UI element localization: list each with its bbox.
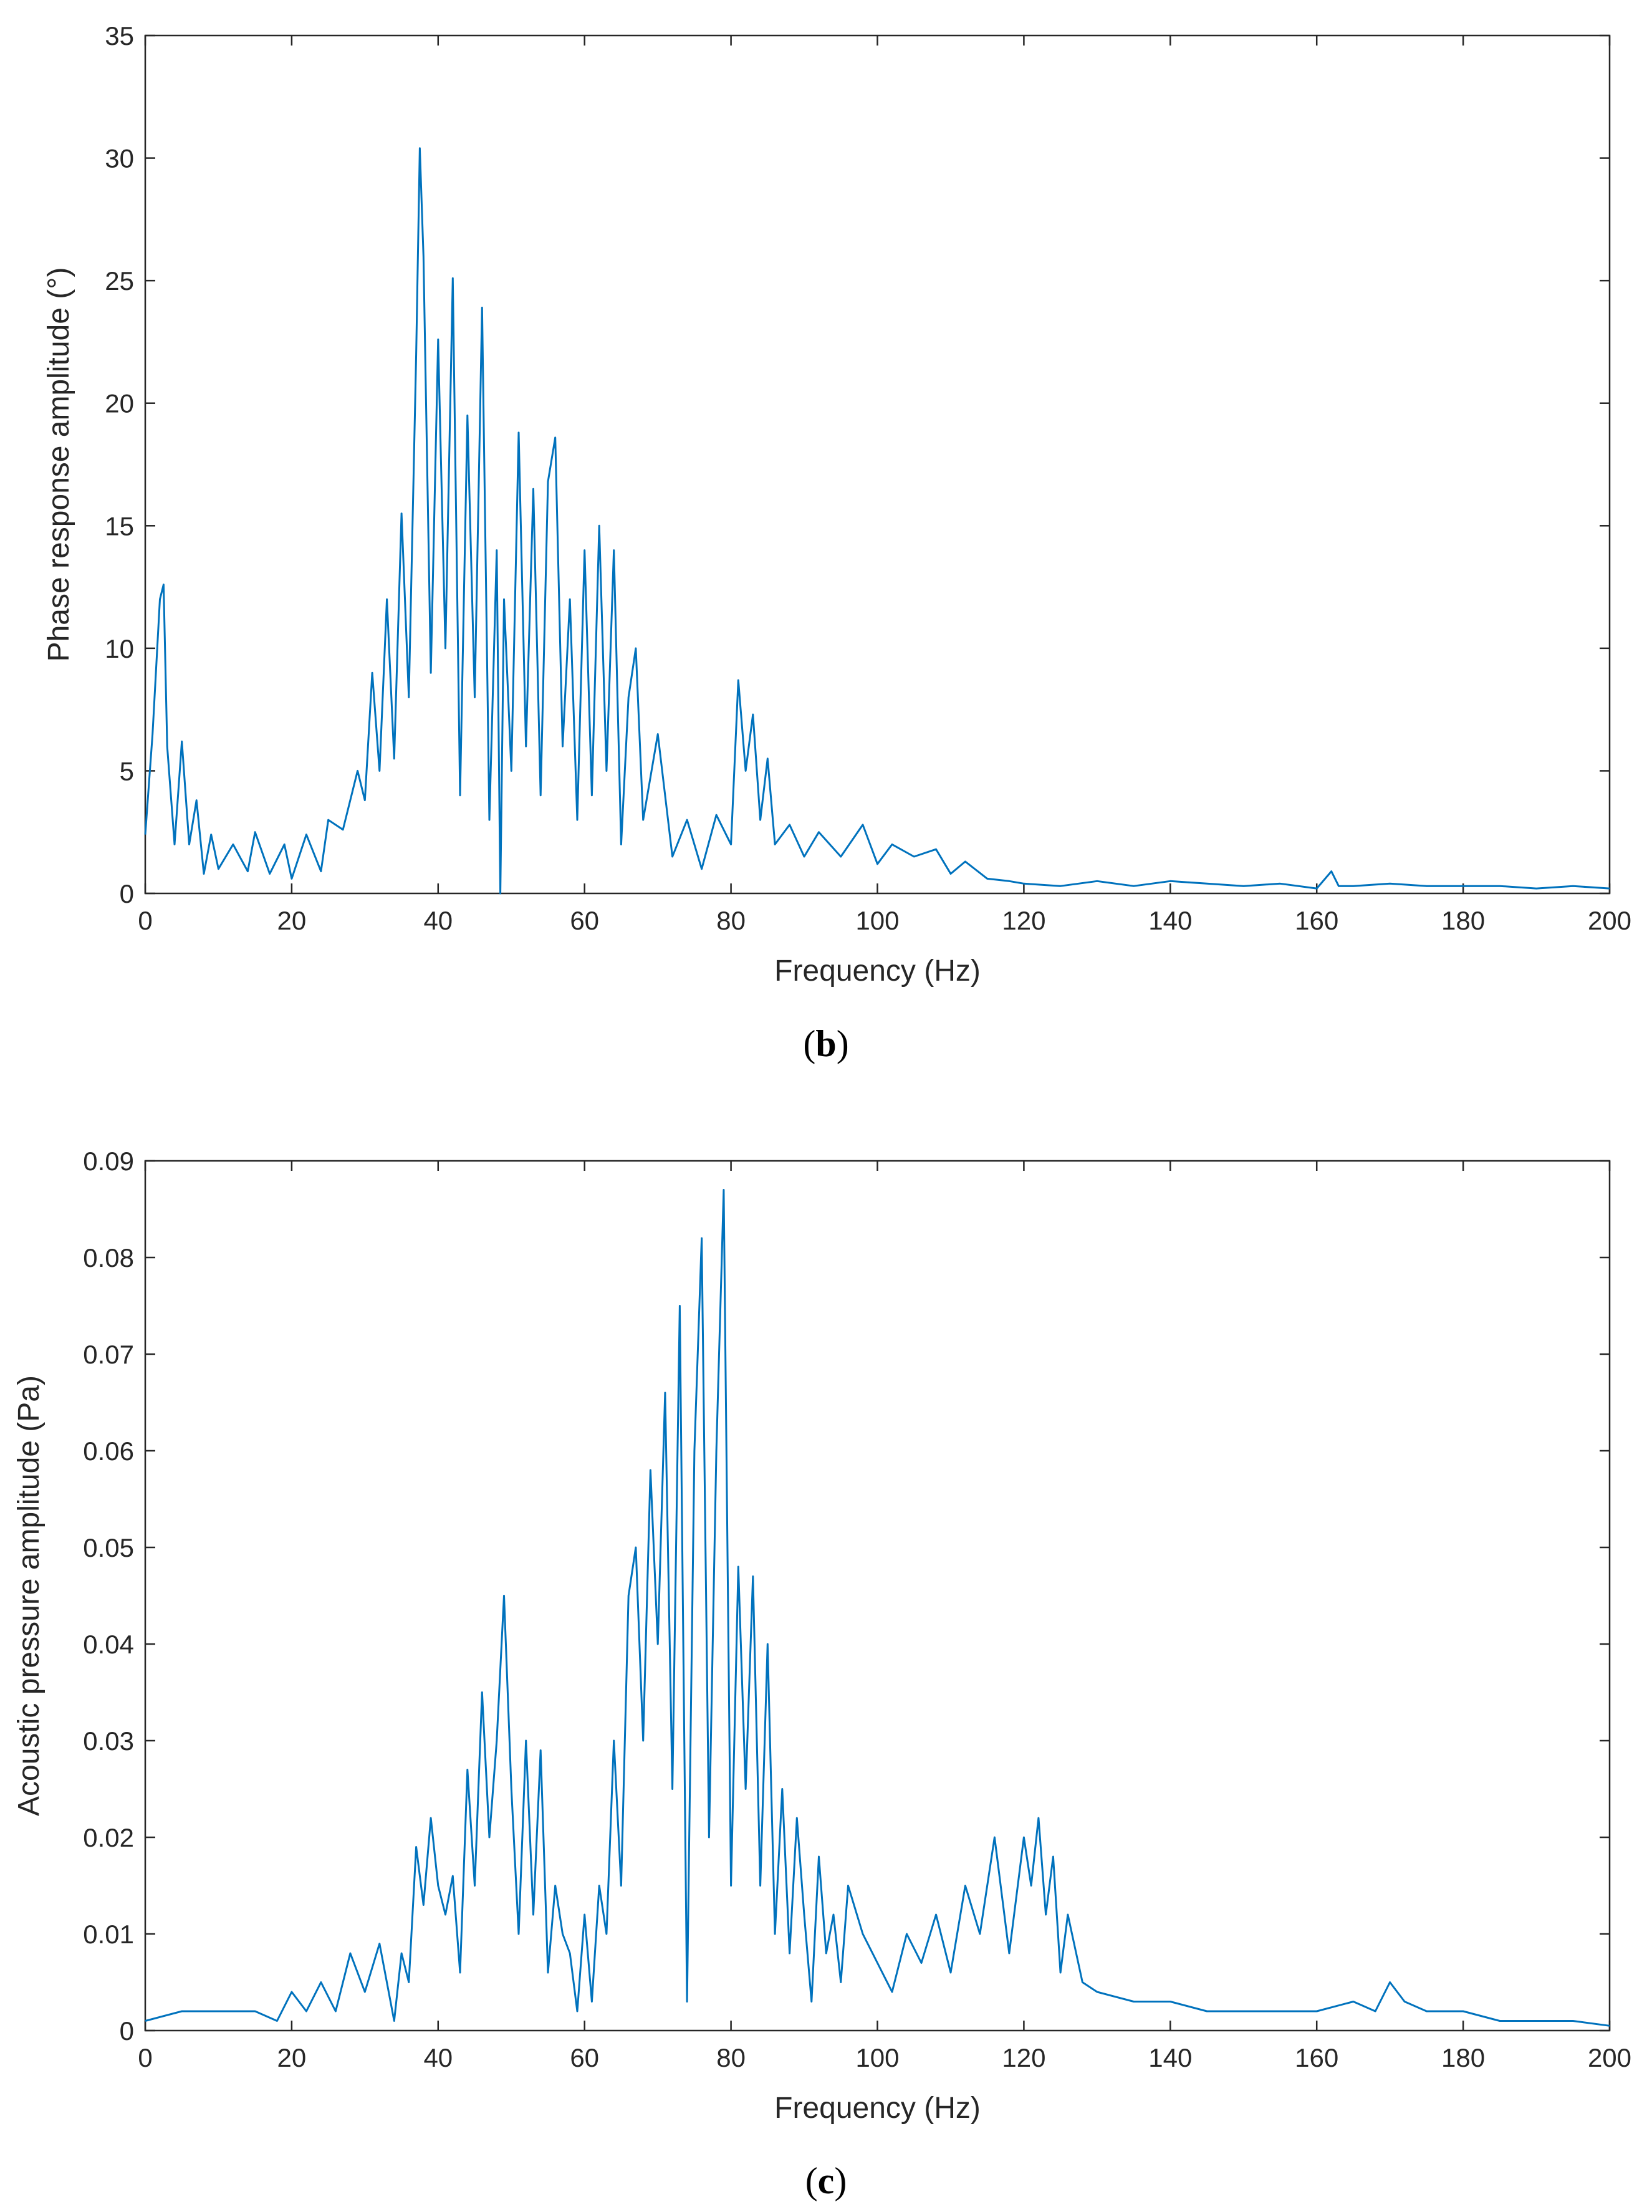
chart-b: 0 20 40 60 80 100 120 140 160 180 200 0 5 10 15 20 25 30 3…	[42, 21, 1631, 988]
series-line-pressure	[145, 1189, 1610, 2027]
x-tick-label: 120	[1002, 2043, 1045, 2072]
x-tick-label: 80	[716, 2043, 746, 2072]
y-tick-label: 35	[105, 21, 134, 50]
y-tick-label: 0.02	[83, 1823, 134, 1852]
x-tick-label: 180	[1441, 2043, 1485, 2072]
y-tick-label: 10	[105, 634, 134, 663]
x-axis-title: Frequency (Hz)	[774, 2092, 981, 2125]
x-tick-label: 40	[423, 906, 453, 935]
plot-area	[144, 34, 1611, 895]
y-tick-label: 0.06	[83, 1436, 134, 1466]
caption-c: (c)	[805, 2160, 847, 2201]
y-tick-label: 5	[120, 756, 134, 786]
x-tick-label: 160	[1295, 2043, 1338, 2072]
x-axis-title: Frequency (Hz)	[774, 955, 981, 988]
y-tick-label: 0.03	[83, 1726, 134, 1756]
x-tick-label: 140	[1148, 2043, 1192, 2072]
chart-c: 0 20 40 60 80 100 120 140 160 180 200 0 0.01 0.02 0.03…	[12, 1147, 1631, 2125]
x-tick-label: 200	[1588, 2043, 1631, 2072]
x-tick-label: 60	[570, 906, 599, 935]
x-tick-label: 140	[1148, 906, 1192, 935]
y-tick-label: 0.01	[83, 1920, 134, 1949]
y-tick-label: 0.08	[83, 1243, 134, 1272]
x-tick-label: 0	[138, 906, 152, 935]
x-tick-label: 160	[1295, 906, 1338, 935]
x-tick-label: 80	[716, 906, 746, 935]
y-tick-label: 30	[105, 144, 134, 173]
y-axis-title: Phase response amplitude (°)	[42, 267, 75, 662]
x-tick-label: 60	[570, 2043, 599, 2072]
y-tick-label: 0.05	[83, 1533, 134, 1562]
y-tick-label: 25	[105, 266, 134, 296]
y-axis-title: Acoustic pressure amplitude (Pa)	[12, 1375, 46, 1816]
y-tick-label: 0.04	[83, 1630, 134, 1659]
x-tick-label: 40	[423, 2043, 453, 2072]
plot-area	[144, 1160, 1611, 2032]
x-tick-label: 0	[138, 2043, 152, 2072]
y-tick-label: 0	[120, 2016, 134, 2046]
x-tick-label: 100	[855, 906, 899, 935]
y-tick-label: 0.07	[83, 1340, 134, 1369]
x-tick-label: 180	[1441, 906, 1485, 935]
chart-panel-c: 0 20 40 60 80 100 120 140 160 180 200 0 0.01 0.02 0.03…	[0, 1106, 1652, 2212]
y-tick-label: 20	[105, 389, 134, 418]
chart-panel-b: 0 20 40 60 80 100 120 140 160 180 200 0 5 10 15 20 25 30 3…	[42, 21, 1631, 1064]
y-tick-label: 0.09	[83, 1147, 134, 1176]
x-tick-label: 100	[855, 2043, 899, 2072]
x-tick-label: 200	[1588, 906, 1631, 935]
x-tick-label: 20	[277, 2043, 307, 2072]
x-tick-label: 120	[1002, 906, 1045, 935]
caption-b: (b)	[803, 1023, 849, 1064]
y-tick-label: 15	[105, 511, 134, 541]
y-tick-label: 0	[120, 879, 134, 908]
series-line-phase	[144, 147, 1610, 895]
x-tick-label: 20	[277, 906, 307, 935]
